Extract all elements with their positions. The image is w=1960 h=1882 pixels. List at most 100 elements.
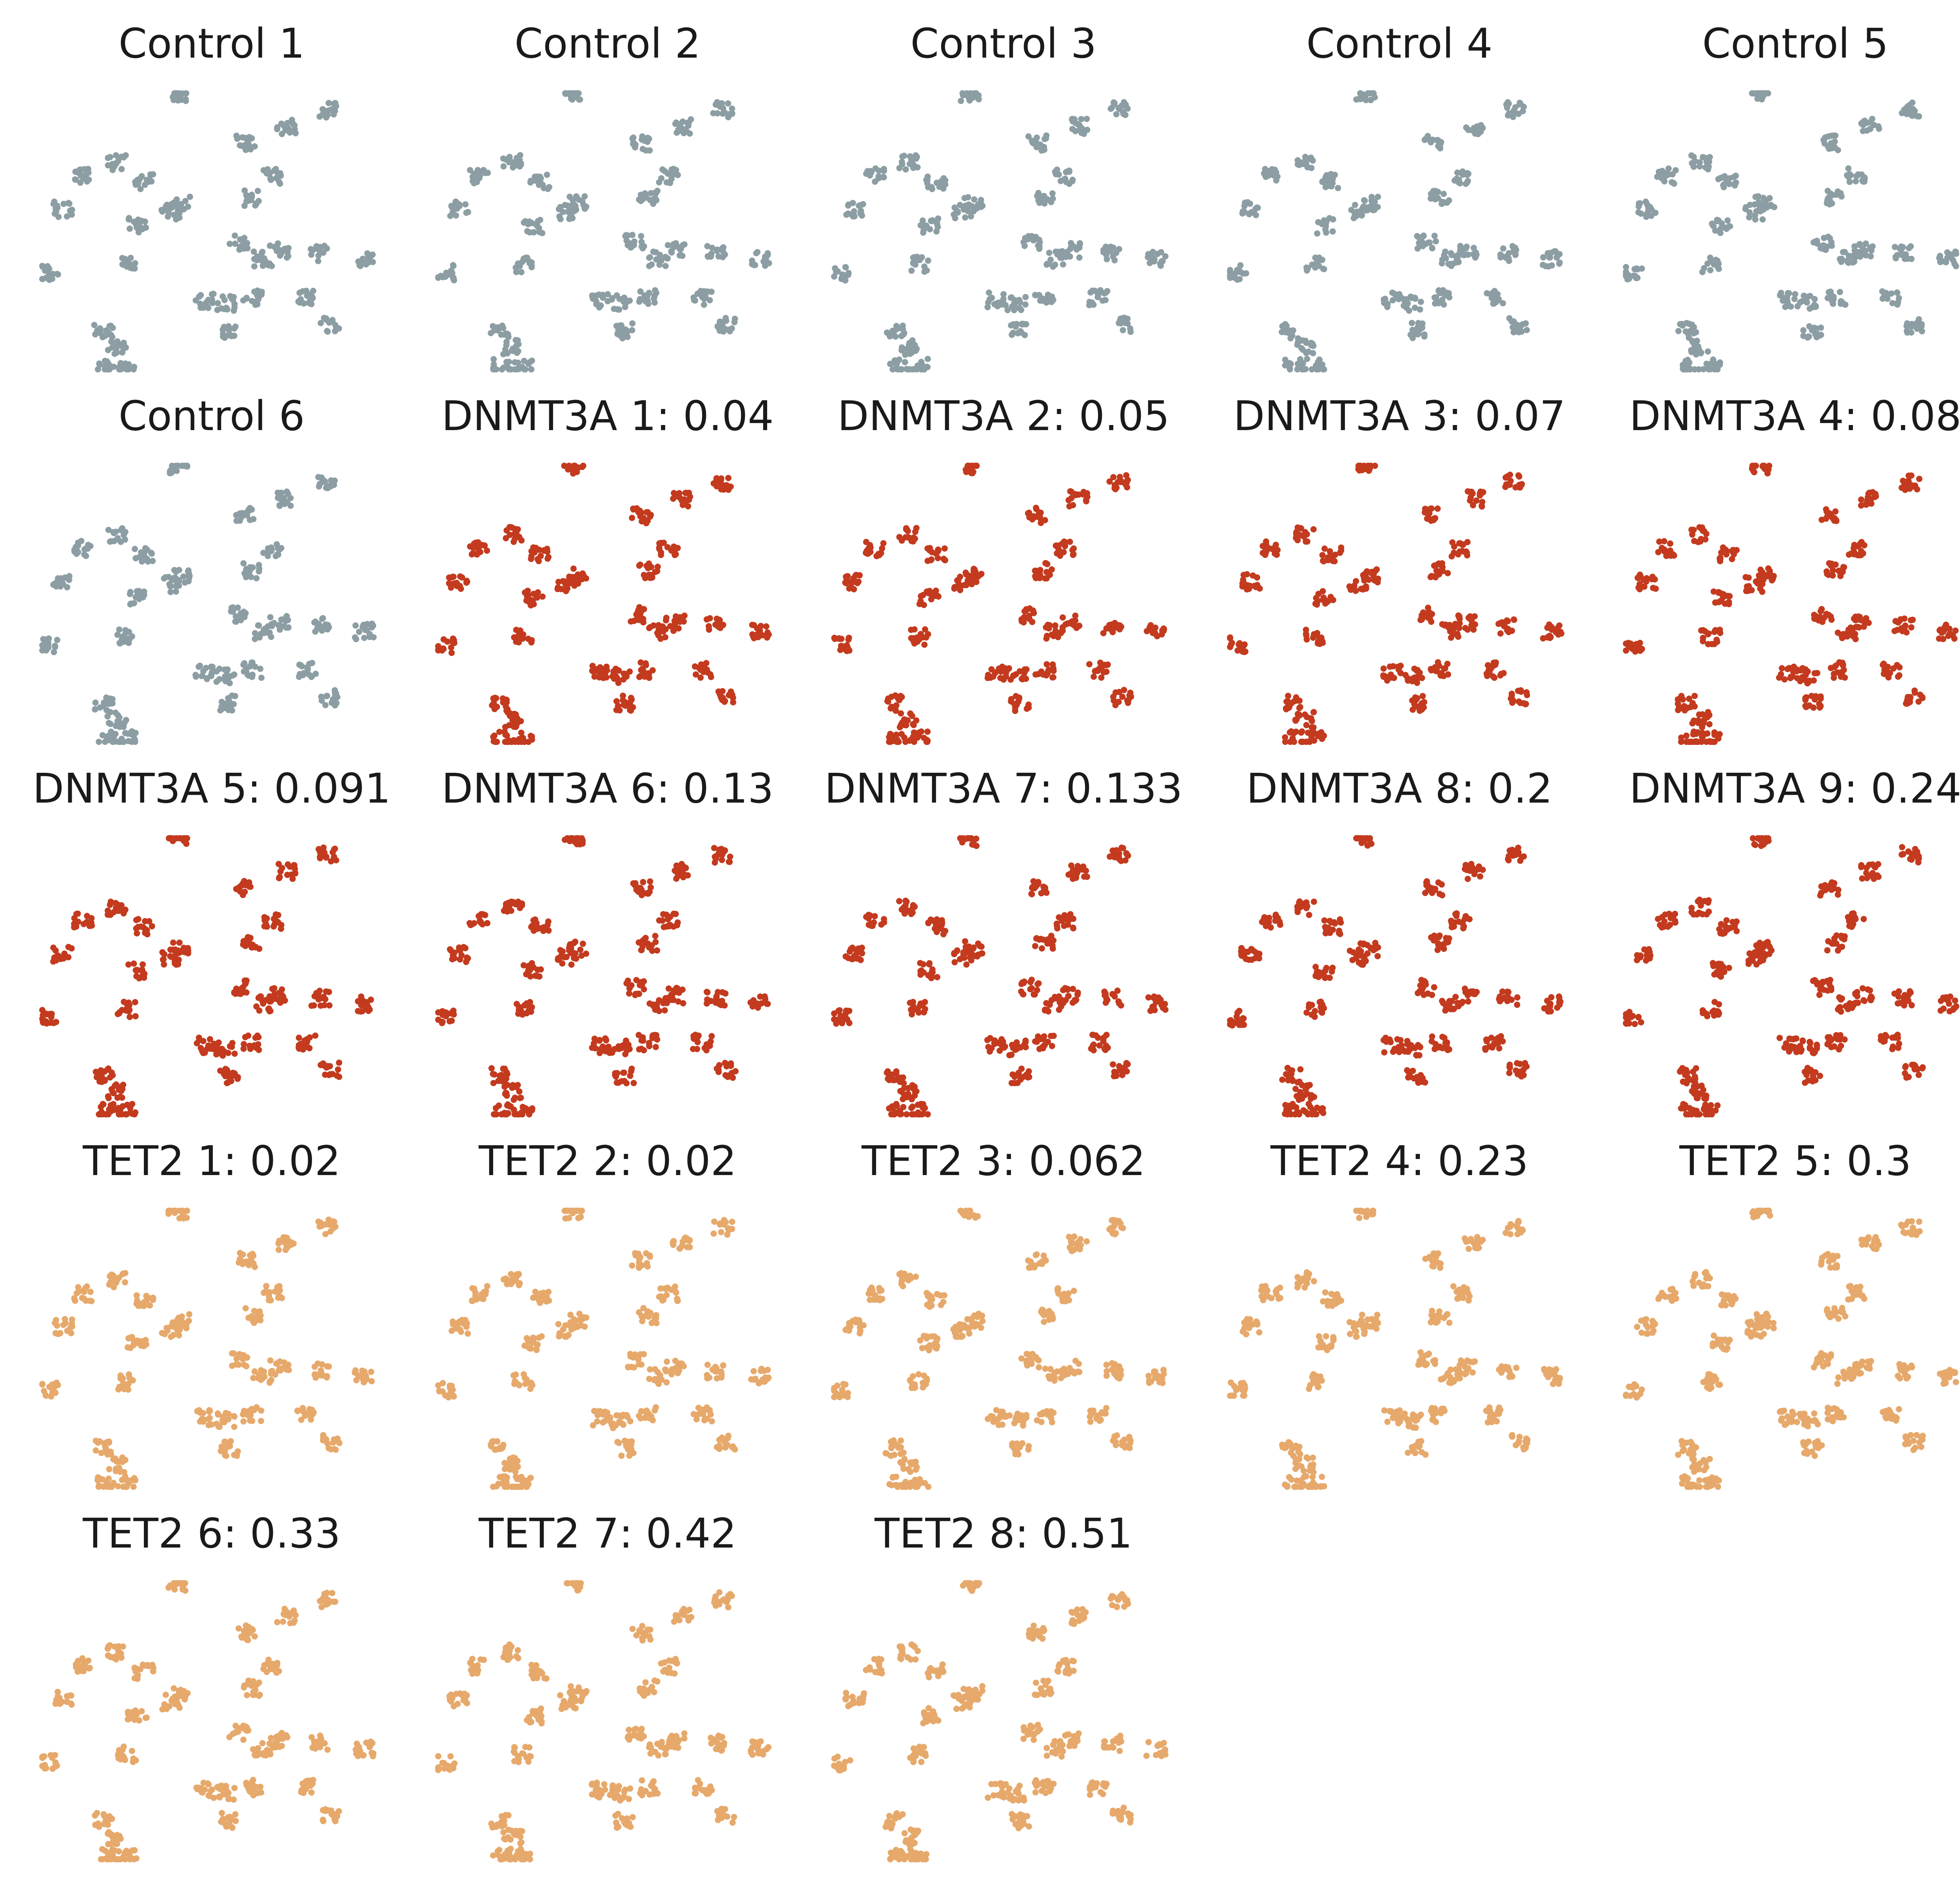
scatter-point [226,326,232,332]
scatter-point [720,486,727,493]
scatter-point [1021,243,1028,249]
scatter-point [268,621,275,628]
scatter-point [1069,126,1076,132]
scatter-point [1556,251,1563,258]
scatter-point [1049,674,1056,681]
scatter-point [898,710,904,717]
scatter-point [1292,716,1299,723]
scatter-point [889,732,896,739]
scatter-point [132,546,138,552]
scatter-point [1665,171,1672,178]
scatter-point [96,739,102,745]
scatter-point [1893,255,1899,262]
scatter-point [760,258,767,265]
scatter-point [172,588,179,595]
scatter-point [725,475,731,481]
scatter-point [557,216,564,222]
scatter-point [1845,165,1852,172]
scatter-point [142,182,148,188]
scatter-point [1350,215,1357,222]
scatter-point [1724,180,1730,186]
scatter-point [589,663,596,669]
scatter-point [1109,104,1115,111]
scatter-point [908,627,915,633]
scatter-point [639,192,646,198]
scatter-point [1635,209,1642,216]
scatter-point [516,263,523,269]
scatter-point [1762,202,1768,208]
scatter-point [276,179,283,185]
scatter-point [1323,229,1329,236]
scatter-point [1873,493,1879,500]
scatter-point [908,267,915,274]
scatter-point [1112,702,1119,708]
scatter-point [1036,514,1042,520]
scatter-point [1294,161,1301,168]
scatter-point [1072,612,1079,619]
scatter-point [1723,547,1730,554]
scatter-point [1361,197,1368,204]
scatter-point [1715,265,1722,272]
scatter-point [1421,333,1428,340]
scatter-point [1414,331,1421,338]
scatter-point [1700,634,1706,641]
scatter-point [231,325,238,332]
scatter-point [573,469,580,475]
scatter-point [1511,616,1517,623]
scatter-point [1524,692,1530,698]
scatter-point [528,732,534,739]
scatter-point [1717,225,1724,232]
scatter-point [1639,646,1645,652]
scatter-point [544,549,551,555]
scatter-point [910,733,916,740]
scatter-point [1151,258,1158,265]
scatter-point [332,322,339,329]
scatter-point [1726,599,1732,605]
scatter-point [1457,180,1463,187]
scatter-point [508,524,515,531]
scatter-point [898,159,905,165]
scatter-point [131,960,137,967]
scatter-point [525,221,532,227]
scatter-point [704,666,710,673]
scatter-point [842,264,849,271]
scatter-point [925,257,931,264]
scatter-point [109,739,116,745]
scatter-point [1643,214,1650,220]
scatter-point [1858,548,1864,554]
scatter-point [1054,251,1061,258]
scatter-point [91,322,98,328]
scatter-point [911,640,918,647]
scatter-point [1943,259,1949,265]
scatter-point [978,570,985,577]
scatter-point [719,110,726,117]
scatter-point [1792,291,1798,298]
scatter-point [1036,243,1043,250]
scatter-point [1540,254,1546,261]
scatter-point [1262,166,1269,173]
scatter-point [99,732,106,739]
scatter-point [1078,129,1085,136]
scatter-point [1456,540,1463,547]
scatter-point [1703,739,1710,745]
scatter-point [1319,552,1326,558]
scatter-point [122,730,129,736]
scatter-point [630,134,637,141]
scatter-point [661,540,667,546]
scatter-point [954,577,960,584]
scatter-point [270,923,277,930]
scatter-point [624,232,631,239]
scatter-point [722,698,728,704]
scatter-point [664,255,671,262]
scatter-point [615,703,621,709]
scatter-point [933,550,940,557]
scatter-point [1433,294,1439,301]
scatter-point [1059,251,1065,257]
scatter-point [171,199,178,206]
scatter-point [697,674,704,681]
scatter-point [1623,264,1629,271]
scatter-point [1687,366,1693,372]
scatter-point [1838,669,1844,676]
scatter-point [544,555,551,562]
scatter-point [1510,107,1517,114]
